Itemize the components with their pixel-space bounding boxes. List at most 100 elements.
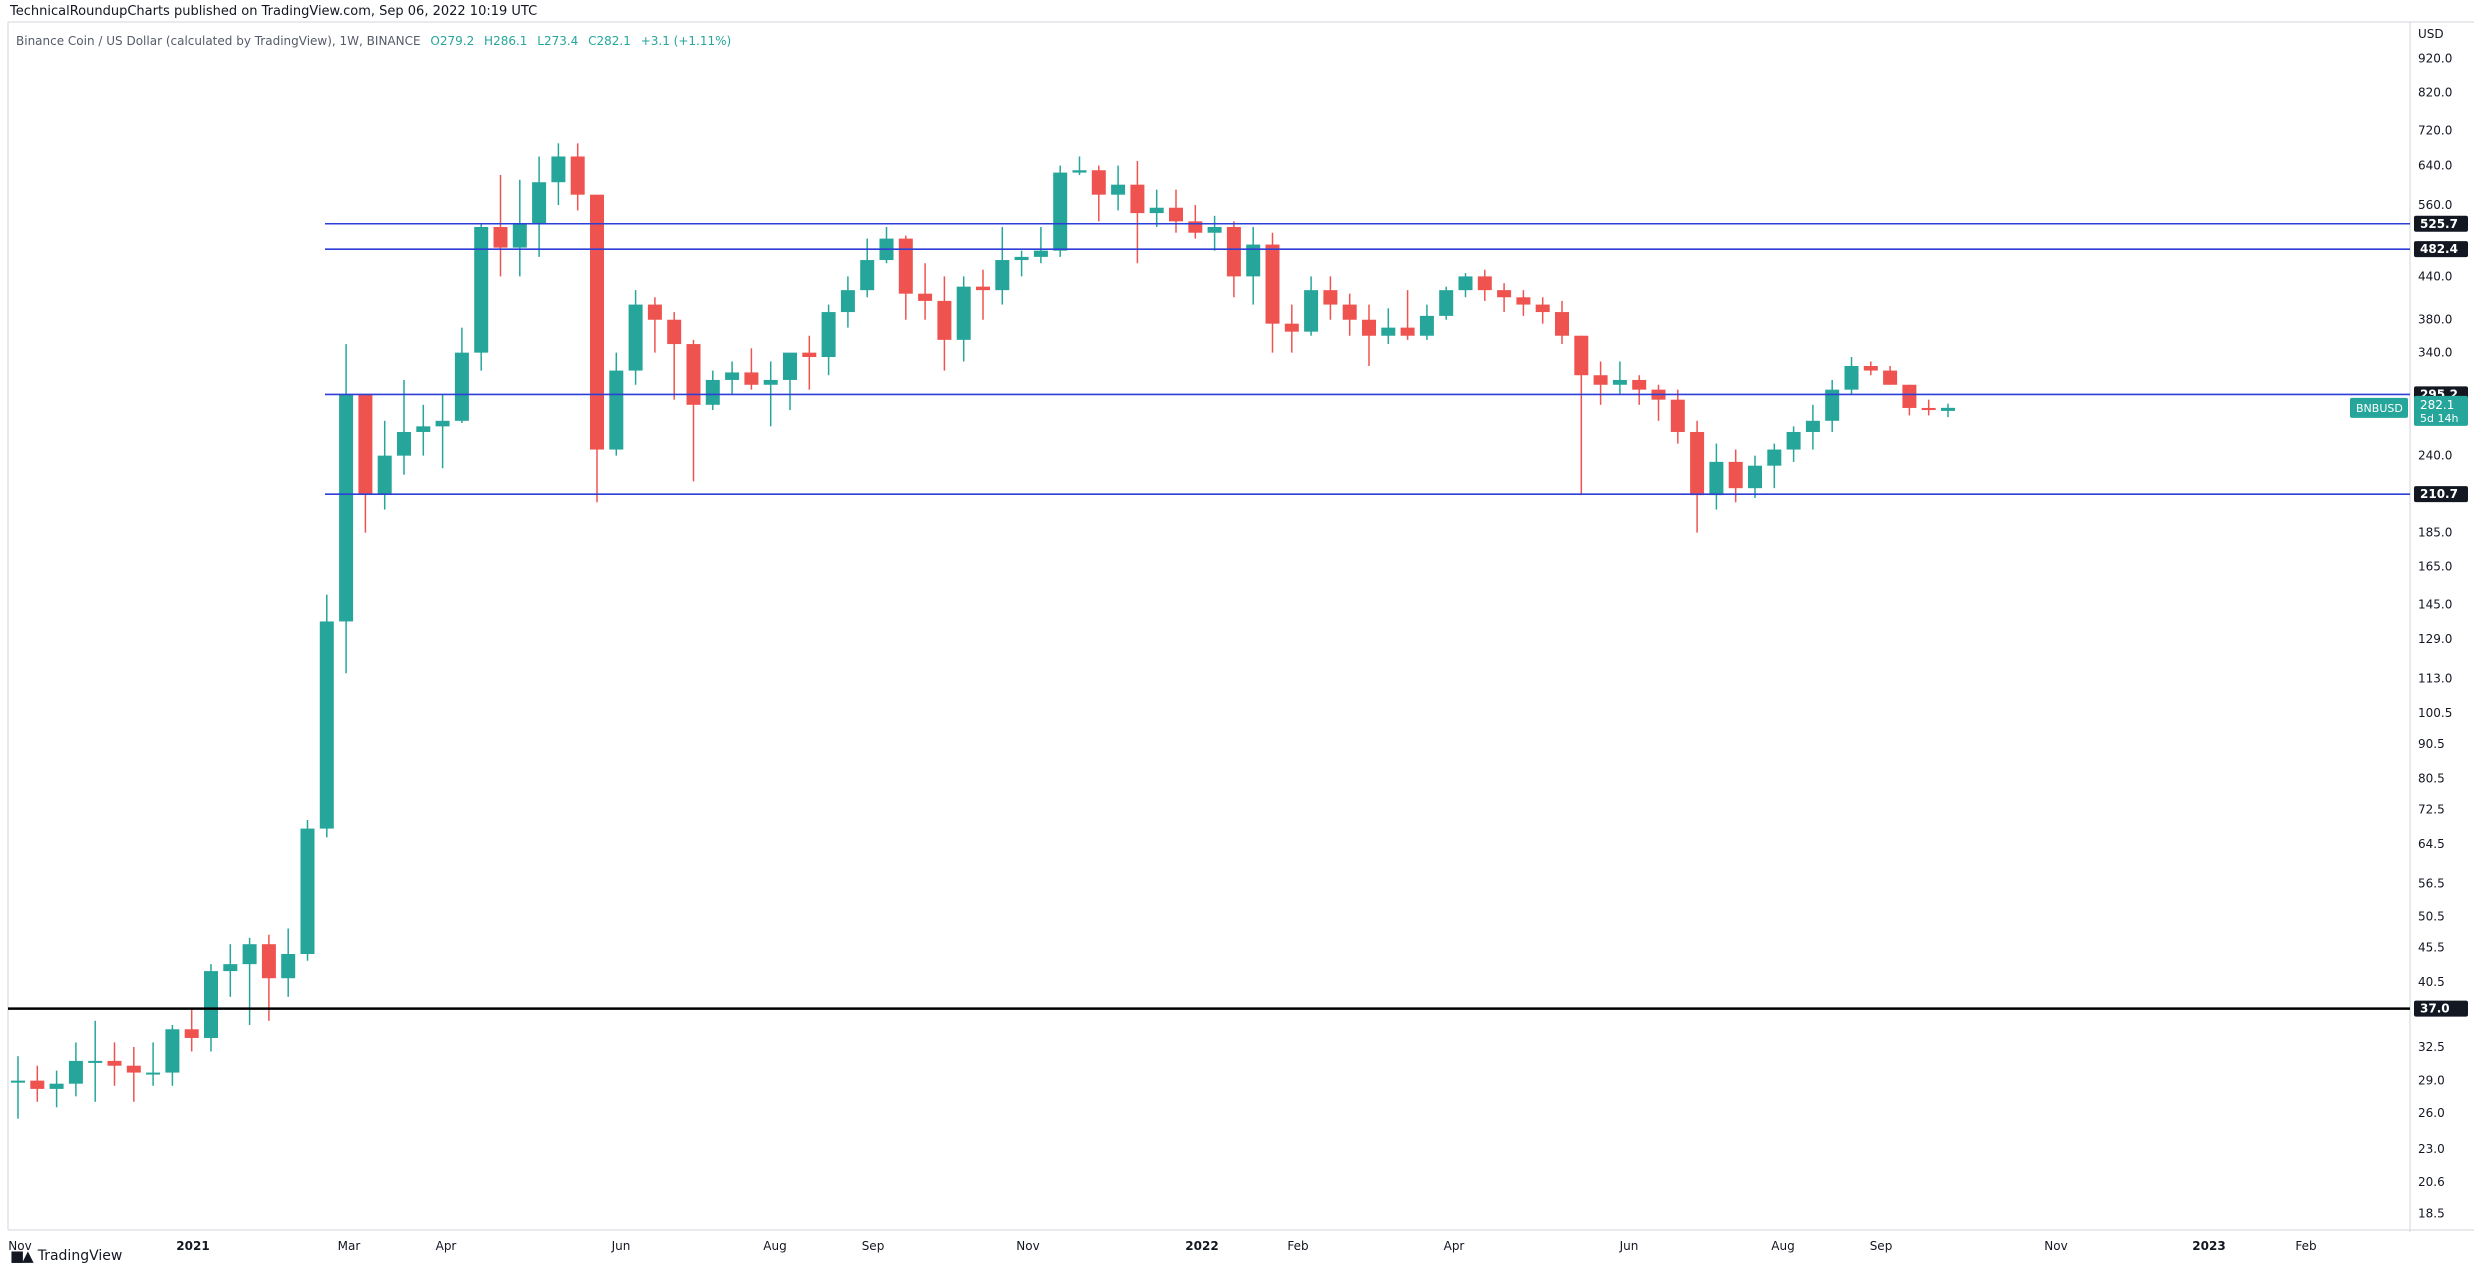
candle-body <box>995 260 1010 291</box>
candle-body <box>88 1060 103 1063</box>
y-tick-label: 100.5 <box>2418 706 2452 720</box>
candle-body <box>1825 389 1840 421</box>
candle-body <box>339 394 354 622</box>
candle-body <box>956 286 971 340</box>
published-header: TechnicalRoundupCharts published on Trad… <box>10 4 538 19</box>
x-tick-label: 2022 <box>1185 1239 1218 1253</box>
candle-body <box>1632 379 1647 390</box>
candle-body <box>1458 276 1473 291</box>
y-tick-label: 32.5 <box>2418 1040 2445 1054</box>
candle-body <box>377 455 392 495</box>
candle-body <box>30 1080 45 1089</box>
change-value: +3.1 (+1.11%) <box>640 34 732 48</box>
candle-body <box>1574 335 1589 376</box>
y-tick-label: 23.0 <box>2418 1142 2445 1156</box>
candle-body <box>1226 226 1241 277</box>
ticker-label: BNBUSD <box>2356 402 2403 415</box>
y-tick-label: 380.0 <box>2418 313 2452 327</box>
candle-body <box>1670 399 1685 432</box>
candle-body <box>1535 304 1550 313</box>
candle-body <box>821 312 836 358</box>
level-price-badge <box>2414 486 2468 503</box>
candle-body <box>744 372 759 385</box>
candle-body <box>1207 226 1222 233</box>
y-tick-label: 440.0 <box>2418 269 2452 283</box>
x-tick-label: Jun <box>1619 1239 1639 1253</box>
candle-body <box>860 260 875 291</box>
candle-body <box>223 964 238 972</box>
candle-body <box>551 156 566 183</box>
candle-body <box>1323 290 1338 305</box>
candle-body <box>1883 370 1898 385</box>
level-price-label: 37.0 <box>2420 1002 2450 1016</box>
level-price-label: 482.4 <box>2420 242 2458 256</box>
candle-body <box>1304 290 1319 332</box>
candle-body <box>493 226 508 248</box>
candle-body <box>126 1065 141 1073</box>
candle-body <box>532 182 547 225</box>
candle-body <box>435 420 450 427</box>
candle-body <box>1516 297 1531 305</box>
candle-body <box>609 370 624 450</box>
level-price-badge <box>2414 215 2468 232</box>
y-tick-label: 820.0 <box>2418 85 2452 99</box>
candle-body <box>1709 461 1724 496</box>
y-tick-label: 72.5 <box>2418 803 2445 817</box>
candle-body <box>1342 304 1357 320</box>
countdown-label: 5d 14h <box>2420 412 2458 425</box>
candle-body <box>1728 461 1743 489</box>
candle-body <box>1690 431 1705 496</box>
candle-body <box>783 352 797 380</box>
y-tick-label: 640.0 <box>2418 159 2452 173</box>
level-price-badge <box>2414 241 2468 258</box>
level-price-label: 210.7 <box>2420 487 2458 501</box>
candle-body <box>1072 170 1087 173</box>
candle-body <box>1091 170 1106 195</box>
candle-body <box>1844 365 1859 390</box>
candle-body <box>763 379 778 385</box>
candle-body <box>68 1060 83 1084</box>
candle-body <box>628 304 643 371</box>
candle-body <box>570 156 585 195</box>
level-price-badge <box>2414 1000 2468 1017</box>
y-tick-label: 185.0 <box>2418 526 2452 540</box>
candle-body <box>1921 407 1936 411</box>
candle-body <box>1400 327 1415 336</box>
candle-body <box>1246 244 1261 277</box>
close-value: C282.1 <box>588 34 631 48</box>
open-value: O279.2 <box>430 34 475 48</box>
candle-body <box>937 300 952 340</box>
candle-body <box>667 319 682 345</box>
y-tick-label: 56.5 <box>2418 876 2445 890</box>
x-tick-label: Sep <box>862 1239 885 1253</box>
y-tick-label: 145.0 <box>2418 598 2452 612</box>
candle-body <box>1381 327 1396 336</box>
y-tick-label: 340.0 <box>2418 346 2452 360</box>
y-tick-label: 720.0 <box>2418 124 2452 138</box>
axis-unit-label: USD <box>2418 27 2444 41</box>
candle-body <box>705 379 720 405</box>
candle-body <box>686 344 701 405</box>
ticker-badge <box>2350 397 2408 418</box>
candle-body <box>358 394 373 495</box>
candle-body <box>1439 290 1454 316</box>
candle-body <box>242 944 257 965</box>
candle-body <box>1863 365 1878 371</box>
candle-body <box>1593 375 1608 385</box>
symbol-legend: Binance Coin / US Dollar (calculated by … <box>16 34 731 48</box>
candle-body <box>1902 384 1917 408</box>
candle-body <box>1477 276 1492 291</box>
y-tick-label: 113.0 <box>2418 671 2452 685</box>
x-tick-label: Nov <box>1016 1239 1039 1253</box>
y-tick-label: 920.0 <box>2418 51 2452 65</box>
candle-body <box>474 226 489 353</box>
candle-body <box>725 372 740 380</box>
y-tick-label: 45.5 <box>2418 940 2445 954</box>
y-tick-label: 20.6 <box>2418 1175 2445 1189</box>
candle-body <box>1497 290 1512 298</box>
candle-body <box>1767 449 1782 466</box>
candle-body <box>454 352 469 421</box>
y-tick-label: 165.0 <box>2418 559 2452 573</box>
footer-brand[interactable]: ■▲ TradingView <box>10 1247 122 1265</box>
